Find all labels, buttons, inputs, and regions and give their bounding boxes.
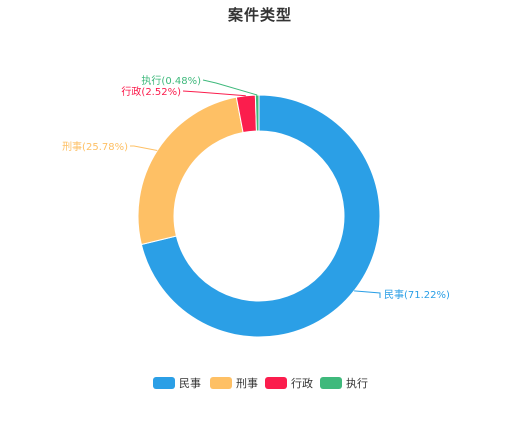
data-label-4: 执行(0.48%) — [141, 74, 201, 87]
legend-label-4[interactable]: 执行 — [346, 376, 368, 390]
donut-slice-4[interactable] — [254, 94, 260, 132]
data-label-3: 行政(2.52%) — [121, 85, 181, 98]
slices-group — [137, 94, 381, 338]
legend-swatch-2[interactable] — [210, 377, 232, 389]
leader-line-2 — [130, 145, 158, 151]
legend-label-2[interactable]: 刑事 — [236, 377, 258, 390]
donut-slice-1[interactable] — [140, 94, 381, 338]
chart-title: 案件类型 — [227, 6, 292, 24]
legend: 民事 刑事 行政 执行 — [153, 376, 368, 390]
legend-label-3[interactable]: 行政 — [291, 376, 313, 390]
donut-slice-2[interactable] — [137, 96, 244, 246]
data-labels-group: 民事(71.22%) 刑事(25.78%) 行政(2.52%)执行(0.48%) — [62, 74, 450, 301]
data-label-1: 民事(71.22%) — [384, 288, 450, 301]
legend-label-1[interactable]: 民事 — [179, 377, 201, 390]
leader-line-1 — [354, 290, 381, 298]
data-label-2: 刑事(25.78%) — [62, 140, 128, 153]
legend-swatch-3[interactable] — [265, 377, 287, 389]
legend-swatch-4[interactable] — [320, 377, 342, 389]
leader-line-4 — [202, 79, 258, 96]
legend-swatch-1[interactable] — [153, 377, 175, 389]
leader-line-3 — [182, 90, 246, 97]
